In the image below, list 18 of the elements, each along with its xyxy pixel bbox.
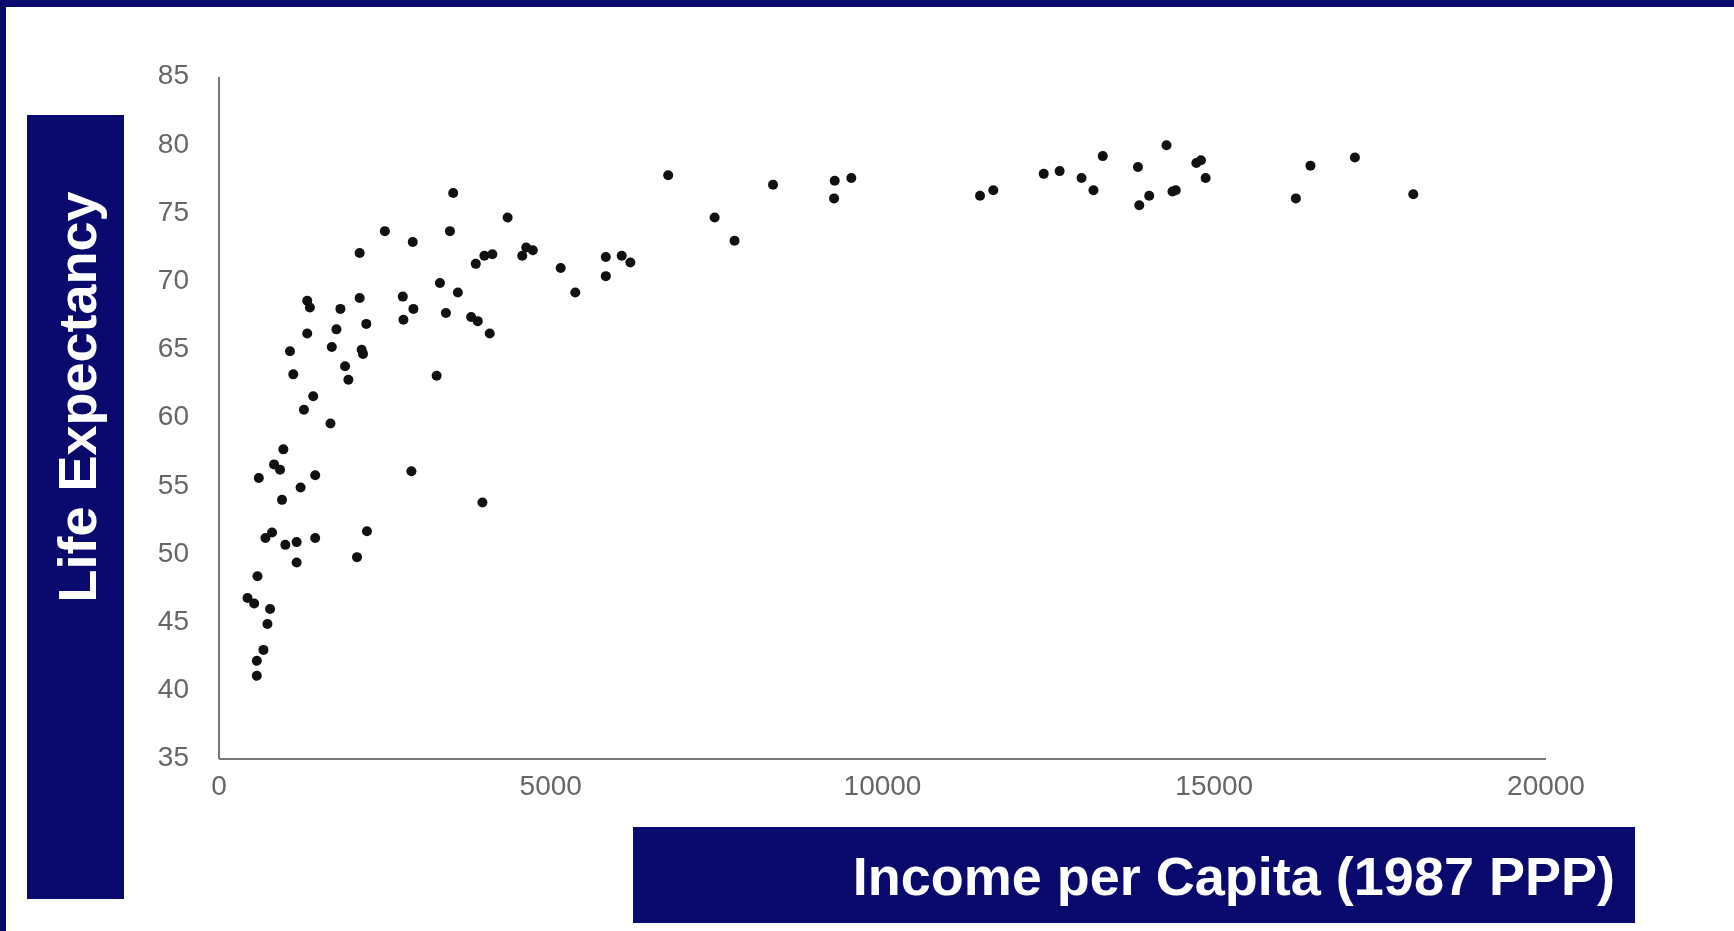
x-tick-label: 5000 bbox=[519, 770, 582, 801]
y-tick-label: 55 bbox=[157, 468, 189, 500]
y-tick-label: 40 bbox=[157, 673, 189, 705]
y-tick-label: 60 bbox=[157, 400, 189, 432]
y-tick-label: 85 bbox=[157, 59, 189, 91]
x-tick-label: 20000 bbox=[1507, 770, 1585, 801]
x-tick-label: 15000 bbox=[1175, 770, 1254, 801]
x-axis-title: Income per Capita (1987 PPP) bbox=[852, 846, 1615, 906]
x-tick-label: 0 bbox=[211, 770, 227, 801]
y-tick-label: 80 bbox=[157, 127, 189, 159]
y-tick-label: 65 bbox=[157, 332, 189, 364]
y-tick-label: 50 bbox=[157, 536, 189, 568]
y-tick-label: 45 bbox=[157, 604, 189, 636]
y-axis-title: Life Expectancy bbox=[47, 191, 107, 603]
x-tick-label: 10000 bbox=[843, 770, 922, 801]
y-tick-label: 75 bbox=[157, 195, 189, 227]
y-tick-label: 70 bbox=[157, 263, 189, 295]
y-tick-label: 35 bbox=[157, 741, 189, 773]
